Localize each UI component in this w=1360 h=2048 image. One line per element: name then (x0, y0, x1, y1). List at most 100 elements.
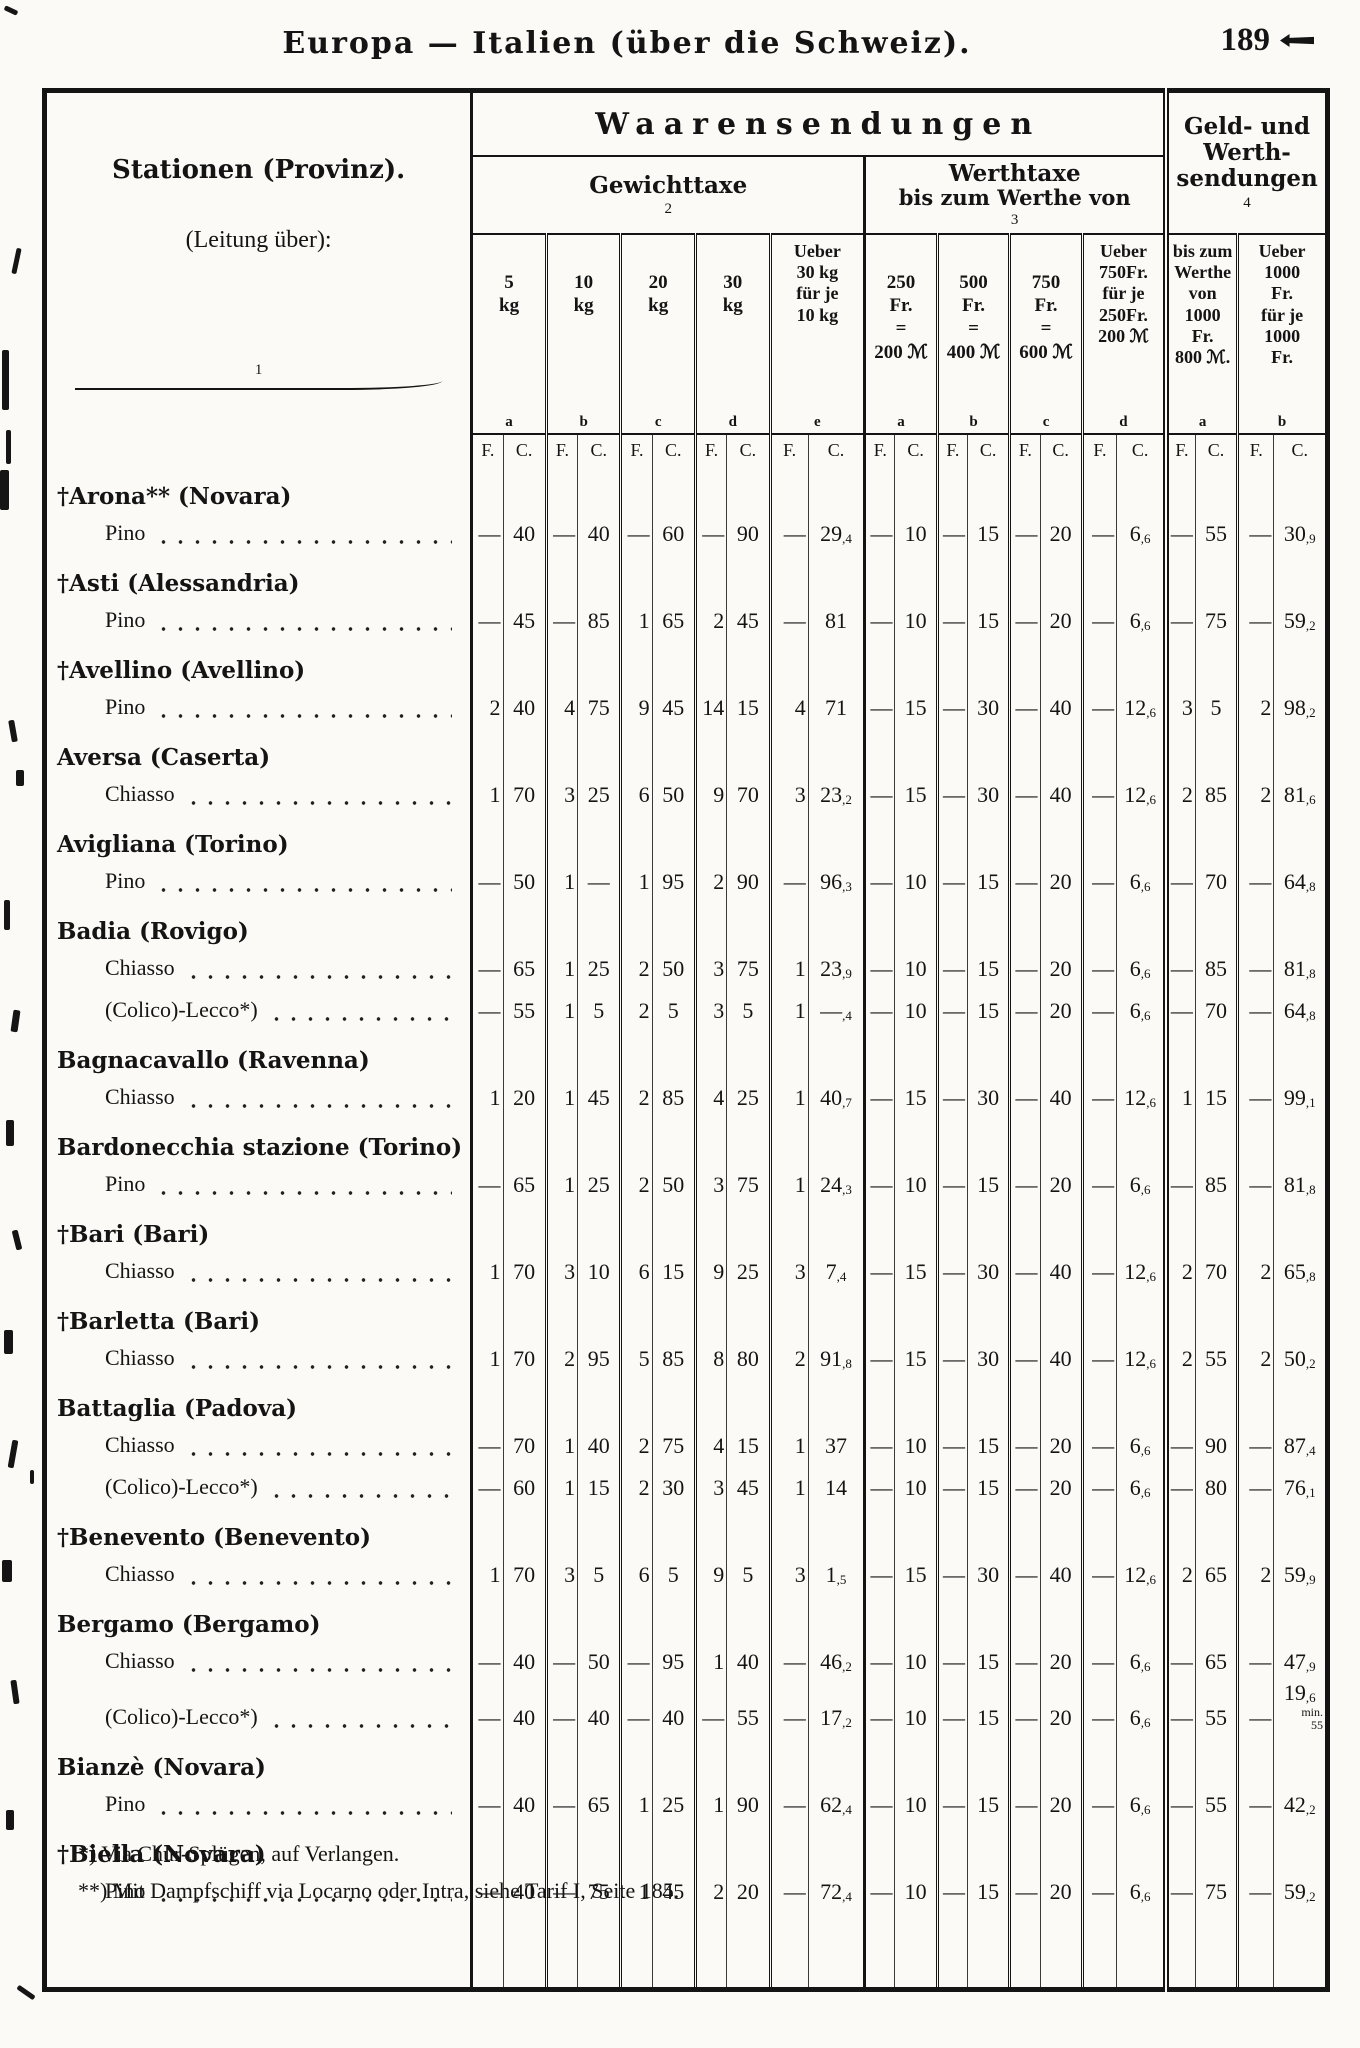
francs-value: 1 (768, 987, 809, 1029)
centimes-value: 40 (1039, 1335, 1083, 1377)
minimum-note: min. 55 (1301, 1705, 1323, 1732)
francs-value: — (1236, 1074, 1274, 1116)
francs-value: — (693, 1680, 727, 1737)
station-row: Badia (Rovigo) (44, 900, 1328, 945)
empty-cell (935, 1116, 968, 1161)
empty-cell (935, 552, 968, 597)
francs-value: — (1080, 1551, 1117, 1593)
francs-value: — (1163, 987, 1196, 1029)
francs-value: — (619, 1638, 653, 1680)
empty-cell (894, 1736, 938, 1782)
centimes-value: 10 (894, 1422, 938, 1464)
empty-cell (807, 1029, 865, 1074)
centimes-value: 5 (726, 987, 771, 1029)
column-letter: d (728, 413, 737, 430)
centimes-value: 19,6 min. 55 (1273, 1680, 1328, 1737)
empty-cell (726, 1290, 771, 1335)
centimes-value: 65 (577, 1781, 621, 1824)
empty-cell (577, 1116, 621, 1161)
empty-cell (807, 1377, 865, 1422)
empty-cell (1116, 465, 1167, 510)
empty-cell (1116, 1116, 1167, 1161)
centimes-value: 47,9 (1273, 1638, 1328, 1680)
centimes-value: 81,8 (1273, 1161, 1328, 1203)
francs-value: — (1008, 684, 1040, 726)
francs-value: 2 (768, 1335, 809, 1377)
empty-cell (1080, 1029, 1117, 1074)
francs-value: — (1236, 1781, 1274, 1824)
centimes-header: C. (651, 433, 696, 465)
centimes-value: 98,2 (1273, 684, 1328, 726)
station-row: Bardonecchia stazione (Torino) (44, 1116, 1328, 1161)
centimes-value: 20 (1039, 1161, 1083, 1203)
centimes-value: 7,4 (807, 1248, 865, 1290)
empty-cell (935, 813, 968, 858)
empty-cell (619, 639, 653, 684)
francs-value: — (863, 1464, 895, 1506)
francs-value: — (1080, 987, 1117, 1029)
empty-cell (1080, 1593, 1117, 1638)
centimes-header: C. (726, 433, 771, 465)
centimes-value: 75 (651, 1422, 696, 1464)
decimal-part: ,2 (842, 1659, 852, 1674)
centimes-value: 5 (726, 1551, 771, 1593)
francs-value: — (544, 1781, 578, 1824)
centimes-value: 15 (966, 1161, 1010, 1203)
column-header-e-4: Ueber 30 kg für je 10 kg e (768, 234, 865, 434)
empty-cell (502, 1029, 547, 1074)
empty-cell (619, 813, 653, 858)
column-letter: b (969, 413, 978, 430)
francs-value: — (470, 1464, 503, 1506)
francs-value: — (1080, 771, 1117, 813)
empty-cell (577, 465, 621, 510)
empty-cell (768, 1377, 809, 1422)
empty-cell (1236, 1029, 1274, 1074)
empty-cell (1273, 552, 1328, 597)
empty-cell (863, 465, 895, 510)
route-row: Chiasso 1 20 1 45 2 85 4 25 1 40,7—15—30—40—12,6 1 1… (44, 1074, 1328, 1116)
decimal-part: ,6 (1146, 705, 1156, 720)
empty-cell (726, 1736, 771, 1782)
decimal-part: ,6 (1140, 1182, 1151, 1197)
empty-cell (577, 1823, 621, 1869)
francs-value: 3 (693, 1161, 727, 1203)
decimal-part: ,4 (842, 531, 852, 546)
empty-cell (894, 552, 938, 597)
empty-cell (807, 465, 865, 510)
decimal-part: ,9 (1305, 1659, 1316, 1674)
francs-value: — (935, 1335, 968, 1377)
centimes-value: 12,6 (1116, 771, 1167, 813)
francs-value: 1 (544, 1074, 578, 1116)
decimal-part: ,6 (1140, 618, 1151, 633)
station-row: †Arona** (Novara) (44, 465, 1328, 510)
column-header-label: 20 kg (648, 272, 669, 317)
centimes-value: 10 (894, 1161, 938, 1203)
empty-cell (470, 1593, 503, 1638)
francs-value: — (935, 1638, 968, 1680)
empty-cell (1194, 465, 1238, 510)
route-label: Chiasso (105, 1432, 175, 1457)
column-header-c-7: 750 Fr. = 600 ℳ c (1008, 234, 1083, 434)
station-title: †Avellino (Avellino) (57, 657, 306, 684)
empty-cell (768, 1736, 809, 1782)
empty-cell (1116, 1029, 1167, 1074)
centimes-value: 30 (966, 1551, 1010, 1593)
francs-value: — (768, 1680, 809, 1737)
centimes-value: 90 (726, 1781, 771, 1824)
francs-value: — (1236, 597, 1274, 639)
column-letter: d (1119, 413, 1128, 430)
empty-cell (1008, 813, 1040, 858)
centimes-value: 40 (502, 1680, 547, 1737)
centimes-value: 25 (577, 771, 621, 813)
centimes-header: C. (1273, 433, 1328, 465)
francs-value: — (1008, 1638, 1040, 1680)
empty-cell (1080, 1910, 1117, 1990)
empty-cell (1236, 1736, 1274, 1782)
empty-cell (470, 1116, 503, 1161)
francs-value: 9 (619, 684, 653, 726)
francs-value: 1 (619, 1781, 653, 1824)
centimes-value: 1,5 (807, 1551, 865, 1593)
centimes-value: 10 (894, 597, 938, 639)
francs-header: F. (1236, 433, 1274, 465)
empty-cell (693, 1910, 727, 1990)
